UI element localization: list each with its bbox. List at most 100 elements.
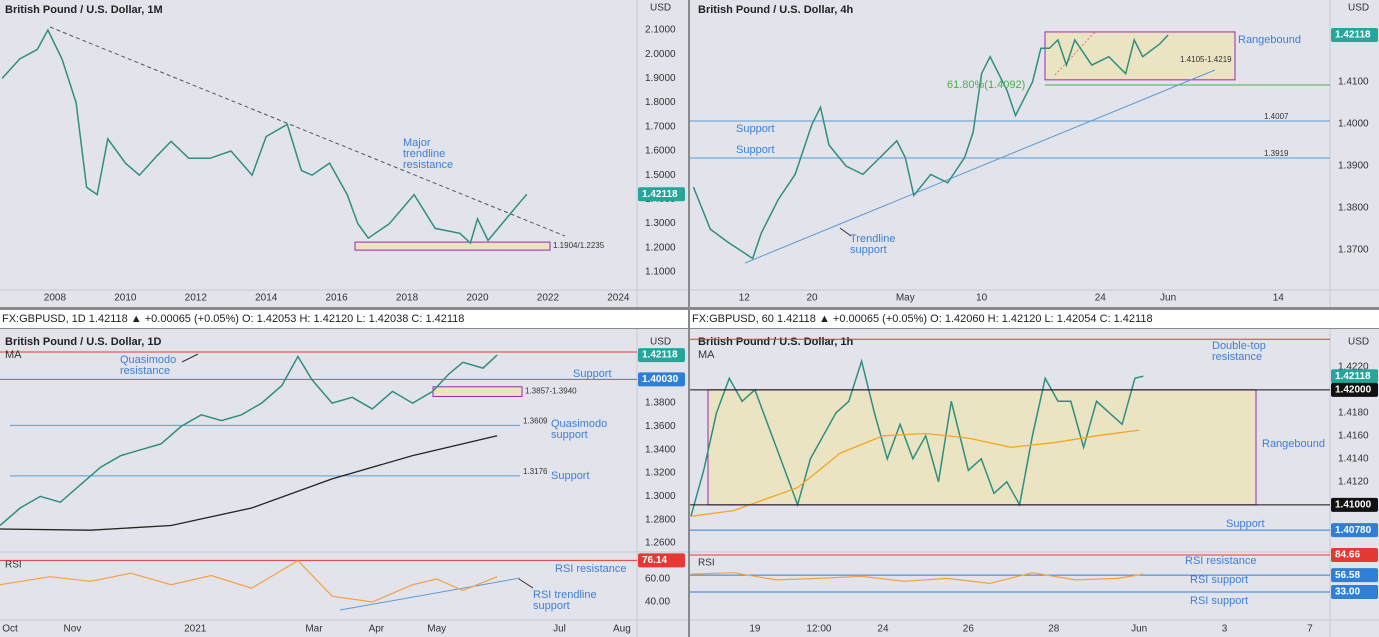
x-tick-label: 12:00	[806, 624, 831, 635]
annotation: Rangebound	[1238, 34, 1301, 46]
x-tick-label: May	[896, 293, 915, 304]
zone-label: 1.3857-1.3940	[525, 387, 577, 396]
rsi-line	[0, 559, 498, 603]
x-tick-label: 2021	[184, 624, 207, 635]
y-tick-label: 1.4140	[1338, 453, 1369, 464]
header-bar	[690, 310, 1379, 328]
annotation: Support	[736, 144, 775, 156]
drawing-line	[181, 353, 199, 363]
y-tick-label: 1.2600	[645, 538, 676, 549]
symbol-header: FX:GBPUSD, 1D 1.42118 ▲ +0.00065 (+0.05%…	[2, 313, 464, 325]
rsi-tick-label: 60.00	[645, 574, 670, 585]
annotation: trendline	[403, 148, 445, 160]
annotation: RSI resistance	[555, 563, 627, 575]
panel	[0, 0, 688, 307]
annotation: support	[533, 600, 570, 612]
x-tick-label: 2018	[396, 293, 419, 304]
y-tick-label: 1.5000	[645, 170, 676, 181]
price-line	[690, 358, 1144, 517]
annotation: support	[551, 429, 588, 441]
x-tick-label: 24	[877, 624, 889, 635]
currency-label: USD	[1348, 337, 1369, 348]
x-tick-label: May	[427, 624, 446, 635]
y-tick-label: 1.3800	[1338, 203, 1369, 214]
x-tick-label: 20	[807, 293, 819, 304]
y-tick-label: 1.4120	[1338, 476, 1369, 487]
y-tick-label: 1.4160	[1338, 430, 1369, 441]
y-tick-label: 1.3700	[1338, 245, 1369, 256]
x-tick-label: 10	[976, 293, 988, 304]
x-tick-label: 14	[1273, 293, 1285, 304]
x-tick-label: 2022	[537, 293, 560, 304]
indicator-label: MA	[698, 349, 715, 361]
price-tag-label: 56.58	[1335, 570, 1360, 581]
y-tick-label: 1.8000	[645, 97, 676, 108]
y-tick-label: 1.6000	[645, 146, 676, 157]
x-tick-label: 7	[1307, 624, 1313, 635]
x-tick-label: 19	[749, 624, 761, 635]
price-tag-label: 1.42118	[642, 350, 678, 361]
drawing-line	[49, 26, 566, 237]
x-tick-label: 24	[1095, 293, 1107, 304]
x-tick-label: 28	[1048, 624, 1060, 635]
header-bar	[0, 310, 688, 328]
level-label: 1.3609	[523, 416, 548, 425]
zone-label: 1.1904/1.2235	[553, 241, 605, 250]
y-tick-label: 1.4100	[1338, 77, 1369, 88]
range-zone	[354, 241, 551, 251]
annotation: RSI trendline	[533, 589, 597, 601]
y-tick-label: 1.3200	[645, 468, 676, 479]
y-tick-label: 1.3900	[1338, 161, 1369, 172]
range-zone	[707, 389, 1257, 506]
price-line	[1, 28, 528, 245]
price-tag-label: 84.66	[1335, 550, 1360, 561]
price-tag	[1331, 585, 1378, 600]
x-tick-label: 3	[1222, 624, 1228, 635]
price-tag-label: 1.40780	[1335, 525, 1372, 536]
price-tag-label: 76.14	[642, 555, 667, 566]
level-label: 1.4007	[1264, 112, 1289, 121]
annotation: Quasimodo	[120, 354, 176, 366]
annotation: resistance	[1212, 351, 1262, 363]
annotation: Support	[573, 368, 612, 380]
price-tag-label: 1.42000	[1335, 384, 1372, 395]
price-tag	[1331, 382, 1378, 397]
x-tick-label: Jun	[1160, 293, 1176, 304]
x-tick-label: 2008	[44, 293, 67, 304]
range-zone	[432, 386, 523, 397]
y-tick-label: 1.2000	[645, 242, 676, 253]
annotation: Major	[403, 137, 431, 149]
y-tick-label: 1.7000	[645, 121, 676, 132]
x-tick-label: 12	[739, 293, 751, 304]
level-label: 1.3176	[523, 467, 548, 476]
symbol-header: FX:GBPUSD, 60 1.42118 ▲ +0.00065 (+0.05%…	[692, 313, 1153, 325]
drawing-line	[744, 69, 1216, 264]
x-tick-label: 2014	[255, 293, 278, 304]
range-zone	[1044, 31, 1236, 81]
zone-label: Rangebound	[1262, 438, 1325, 450]
annotation: Support	[736, 123, 775, 135]
y-tick-label: 1.3600	[645, 421, 676, 432]
x-tick-label: 26	[963, 624, 975, 635]
x-tick-label: Aug	[613, 624, 631, 635]
annotation: support	[850, 244, 887, 256]
annotation: Support	[551, 470, 590, 482]
x-tick-label: 2012	[185, 293, 208, 304]
x-tick-label: Oct	[2, 624, 18, 635]
chart-title: British Pound / U.S. Dollar, 1h	[698, 336, 854, 348]
y-tick-label: 1.4000	[1338, 119, 1369, 130]
price-tag-label: 33.00	[1335, 587, 1360, 598]
chart-title: British Pound / U.S. Dollar, 4h	[698, 4, 854, 16]
price-tag	[1331, 568, 1378, 583]
annotation: RSI support	[1190, 574, 1248, 586]
x-tick-label: Mar	[305, 624, 323, 635]
currency-label: USD	[650, 337, 671, 348]
price-tag	[638, 348, 685, 363]
y-tick-label: 1.1000	[645, 267, 676, 278]
price-tag	[1331, 27, 1378, 42]
price-tag	[1331, 548, 1378, 563]
annotation: RSI support	[1190, 595, 1248, 607]
indicator-label: MA	[5, 349, 22, 361]
annotation: resistance	[120, 365, 170, 377]
